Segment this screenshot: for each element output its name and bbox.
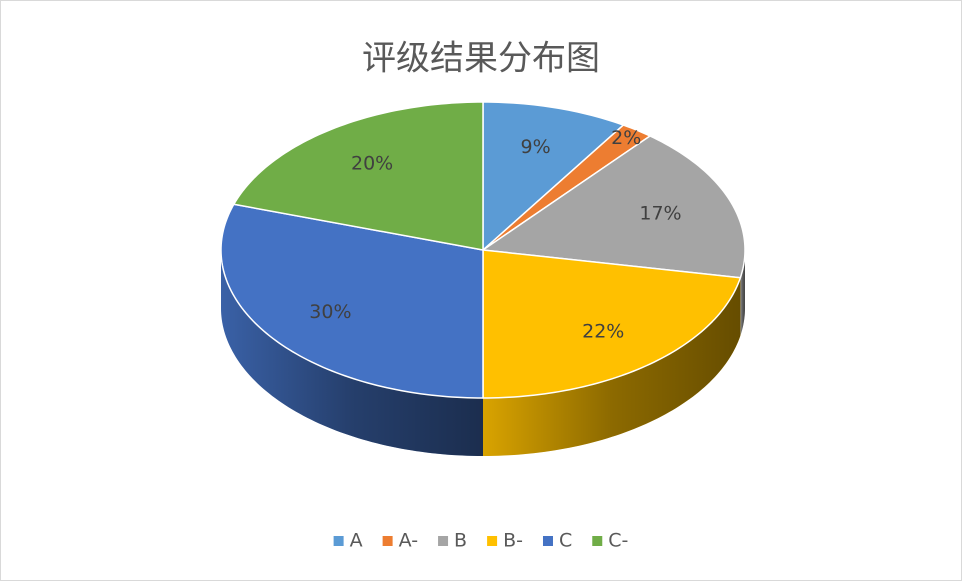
slice bbox=[482, 135, 746, 279]
slice bbox=[233, 101, 484, 251]
slice bbox=[482, 249, 742, 399]
data-label: 30% bbox=[309, 301, 351, 323]
legend-swatch bbox=[592, 536, 603, 546]
legend-label: C bbox=[559, 530, 572, 552]
legend-label: A bbox=[350, 530, 363, 552]
data-label: 22% bbox=[582, 321, 624, 343]
legend: A A- B B- C C- bbox=[333, 530, 628, 552]
legend-label: C- bbox=[608, 530, 628, 552]
legend-swatch bbox=[487, 536, 498, 546]
data-label: 17% bbox=[639, 202, 681, 224]
chart-title: 评级结果分布图 bbox=[362, 39, 600, 79]
slice bbox=[220, 203, 484, 399]
data-label: 20% bbox=[351, 152, 393, 174]
legend-swatch bbox=[382, 536, 393, 546]
pie-tops bbox=[220, 101, 746, 399]
data-labels: 9% 2% 17% 22% 30% 20% bbox=[309, 127, 681, 342]
slice-side-shade bbox=[483, 277, 741, 456]
slice bbox=[482, 101, 625, 251]
legend-label: A- bbox=[399, 530, 418, 552]
slice-side-shade bbox=[740, 250, 745, 336]
slice bbox=[482, 124, 651, 251]
data-label: 2% bbox=[611, 127, 641, 149]
legend-label: B- bbox=[503, 530, 523, 552]
legend-swatch bbox=[542, 536, 553, 546]
data-label: 9% bbox=[521, 136, 551, 158]
slice-side-shade bbox=[221, 250, 483, 456]
legend-swatch bbox=[438, 536, 449, 546]
pie-sides bbox=[221, 250, 745, 456]
legend-swatch bbox=[333, 536, 344, 546]
legend-label: B bbox=[454, 530, 467, 552]
